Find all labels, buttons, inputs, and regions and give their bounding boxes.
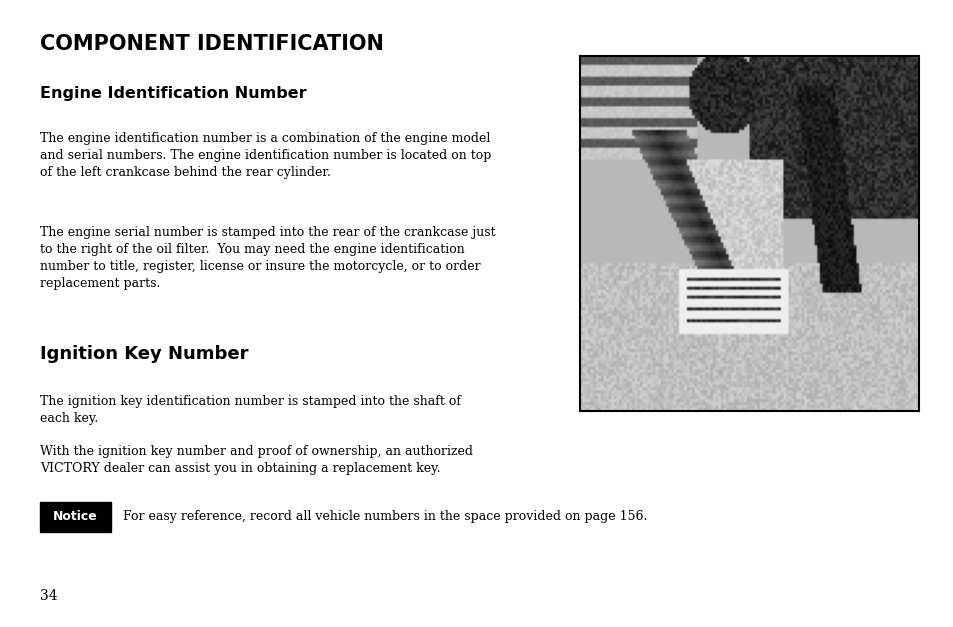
- Text: For easy reference, record all vehicle numbers in the space provided on page 156: For easy reference, record all vehicle n…: [123, 510, 647, 523]
- Text: With the ignition key number and proof of ownership, an authorized
VICTORY deale: With the ignition key number and proof o…: [40, 445, 473, 475]
- Text: The ignition key identification number is stamped into the shaft of
each key.: The ignition key identification number i…: [40, 395, 460, 425]
- Text: The engine identification number is a combination of the engine model
and serial: The engine identification number is a co…: [40, 132, 491, 179]
- Text: COMPONENT IDENTIFICATION: COMPONENT IDENTIFICATION: [40, 34, 383, 55]
- Text: Notice: Notice: [53, 510, 97, 523]
- Text: Ignition Key Number: Ignition Key Number: [40, 345, 249, 363]
- Text: The engine serial number is stamped into the rear of the crankcase just
to the r: The engine serial number is stamped into…: [40, 226, 496, 290]
- FancyBboxPatch shape: [40, 502, 111, 532]
- Text: 34: 34: [40, 589, 57, 603]
- Text: Engine Identification Number: Engine Identification Number: [40, 86, 306, 101]
